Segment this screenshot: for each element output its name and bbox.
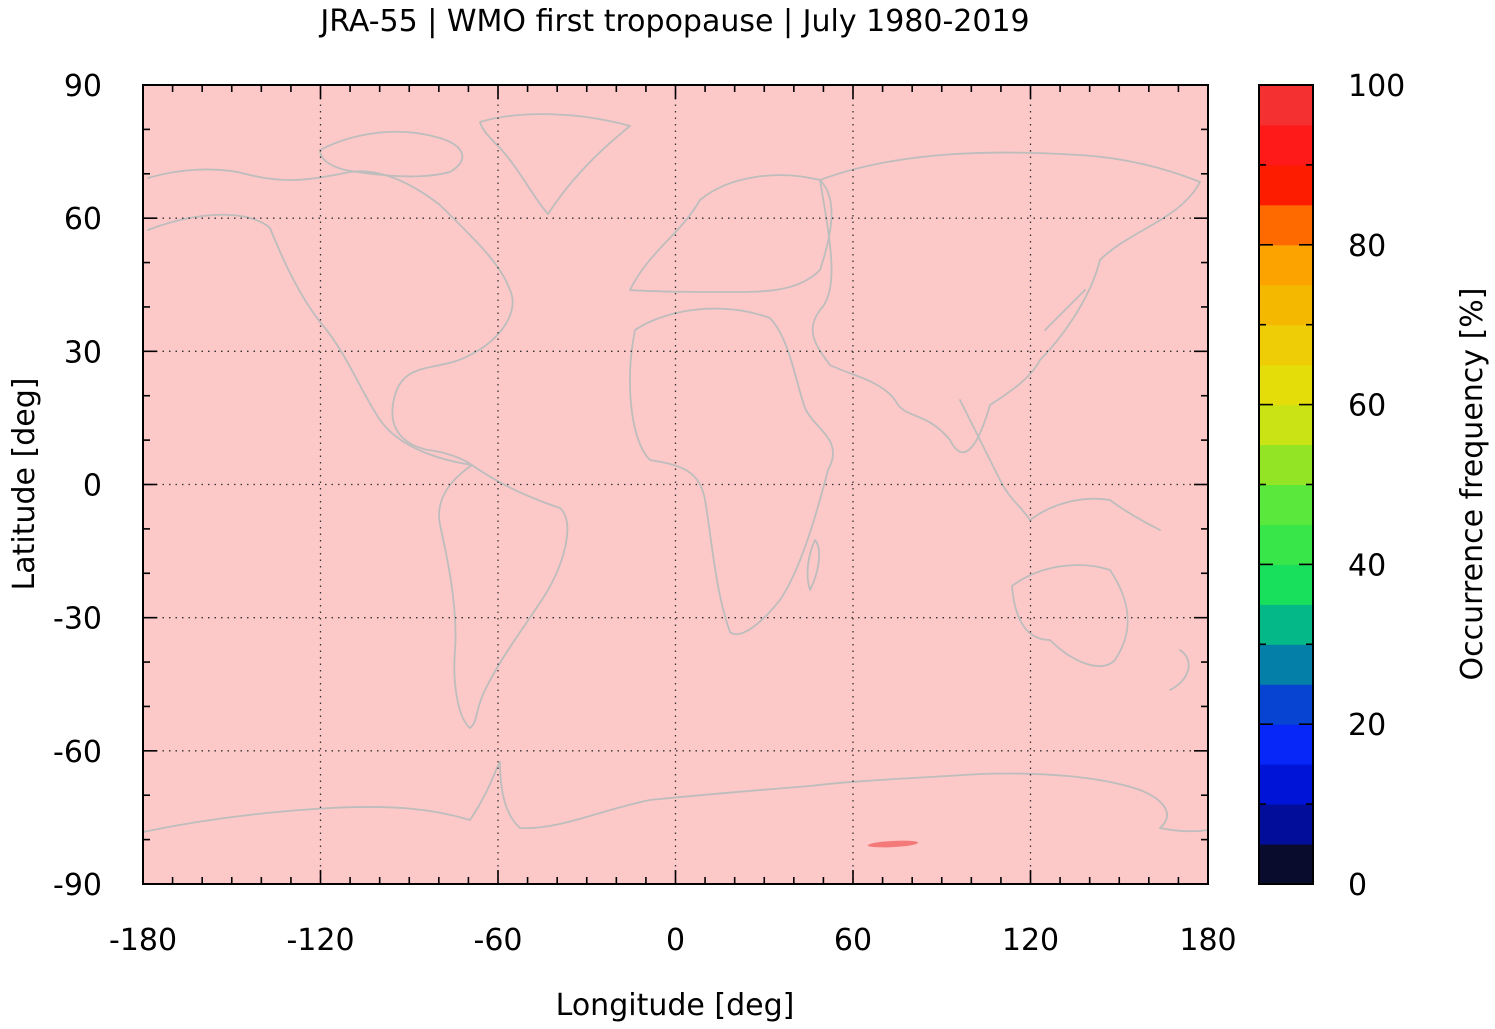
coast-new-zealand <box>1169 649 1190 691</box>
y-tick-label: 90 <box>64 69 102 104</box>
plot-background <box>143 85 1208 884</box>
colorbar-segment <box>1259 604 1313 645</box>
coast-australia <box>1011 564 1129 667</box>
colorbar-segment <box>1259 364 1313 406</box>
colorbar-label: Occurrence frequency [%] <box>1455 288 1490 681</box>
x-tick-label: -60 <box>474 923 523 958</box>
y-tick-label: 30 <box>64 335 102 370</box>
coast-europe <box>629 174 833 293</box>
colorbar-segment <box>1259 244 1313 286</box>
anomaly-region <box>867 840 919 848</box>
colorbar-segment <box>1259 524 1313 565</box>
colorbar-segment <box>1259 844 1313 885</box>
colorbar-segment <box>1259 644 1313 685</box>
colorbar-segment <box>1259 164 1313 206</box>
x-tick-label: -180 <box>109 923 177 958</box>
colorbar-segment <box>1259 724 1313 765</box>
colorbar-segment <box>1259 684 1313 725</box>
colorbar-tick-label: 20 <box>1348 708 1386 743</box>
colorbar-segment <box>1259 324 1313 366</box>
x-tick-label: -120 <box>286 923 354 958</box>
coast-south-america <box>438 464 569 729</box>
colorbar-segment <box>1259 85 1313 126</box>
y-tick-label: -30 <box>53 602 102 637</box>
coastlines <box>142 113 1209 833</box>
colorbar-tick-label: 0 <box>1348 868 1367 903</box>
colorbar-tick-label: 80 <box>1348 229 1386 264</box>
y-tick-label: -90 <box>53 868 102 903</box>
colorbar <box>1259 84 1313 885</box>
coast-arctic-islands <box>319 130 464 178</box>
colorbar-segment <box>1259 284 1313 326</box>
colorbar-segment <box>1259 124 1313 166</box>
x-tick-label: 180 <box>1179 923 1236 958</box>
coast-antarctica <box>142 761 1209 833</box>
y-tick-label: -60 <box>53 735 102 770</box>
colorbar-frame <box>1258 84 1314 885</box>
x-tick-label: 120 <box>1002 923 1059 958</box>
coast-africa <box>629 307 834 635</box>
axis-ticks <box>142 84 1209 885</box>
x-tick-label: 60 <box>834 923 872 958</box>
y-tick-label: 60 <box>64 202 102 237</box>
coast-indochina <box>959 399 1161 531</box>
colorbar-tick-label: 100 <box>1348 69 1405 104</box>
colorbar-segment <box>1259 804 1313 845</box>
x-tick-labels: -180 -120 -60 0 60 120 180 <box>109 923 1237 958</box>
colorbar-segment <box>1259 564 1313 605</box>
colorbar-segment <box>1259 204 1313 246</box>
x-axis-label: Longitude [deg] <box>556 988 795 1023</box>
colorbar-segment <box>1259 764 1313 805</box>
coast-asia <box>811 151 1201 454</box>
y-axis-label: Latitude [deg] <box>7 378 42 591</box>
colorbar-segment <box>1259 444 1313 485</box>
colorbar-tick-labels: 0 20 40 60 80 100 <box>1348 69 1405 903</box>
colorbar-tick-label: 40 <box>1348 548 1386 583</box>
coast-greenland <box>479 113 631 215</box>
coast-madagascar <box>806 539 821 591</box>
coast-japan <box>1044 289 1086 331</box>
colorbar-tick-label: 60 <box>1348 389 1386 424</box>
colorbar-segment <box>1259 404 1313 446</box>
x-tick-label: 0 <box>666 923 685 958</box>
anomaly-regions <box>867 840 919 848</box>
colorbar-segment <box>1259 484 1313 525</box>
coast-north-america <box>147 168 514 466</box>
y-tick-labels: 90 60 30 0 -30 -60 -90 <box>53 69 102 903</box>
chart-title: JRA-55 | WMO first tropopause | July 198… <box>318 4 1029 39</box>
map-plot: -180 -120 -60 0 60 120 180 90 60 30 0 -30 -60 -90 <box>53 69 1237 958</box>
y-tick-label: 0 <box>83 469 102 504</box>
